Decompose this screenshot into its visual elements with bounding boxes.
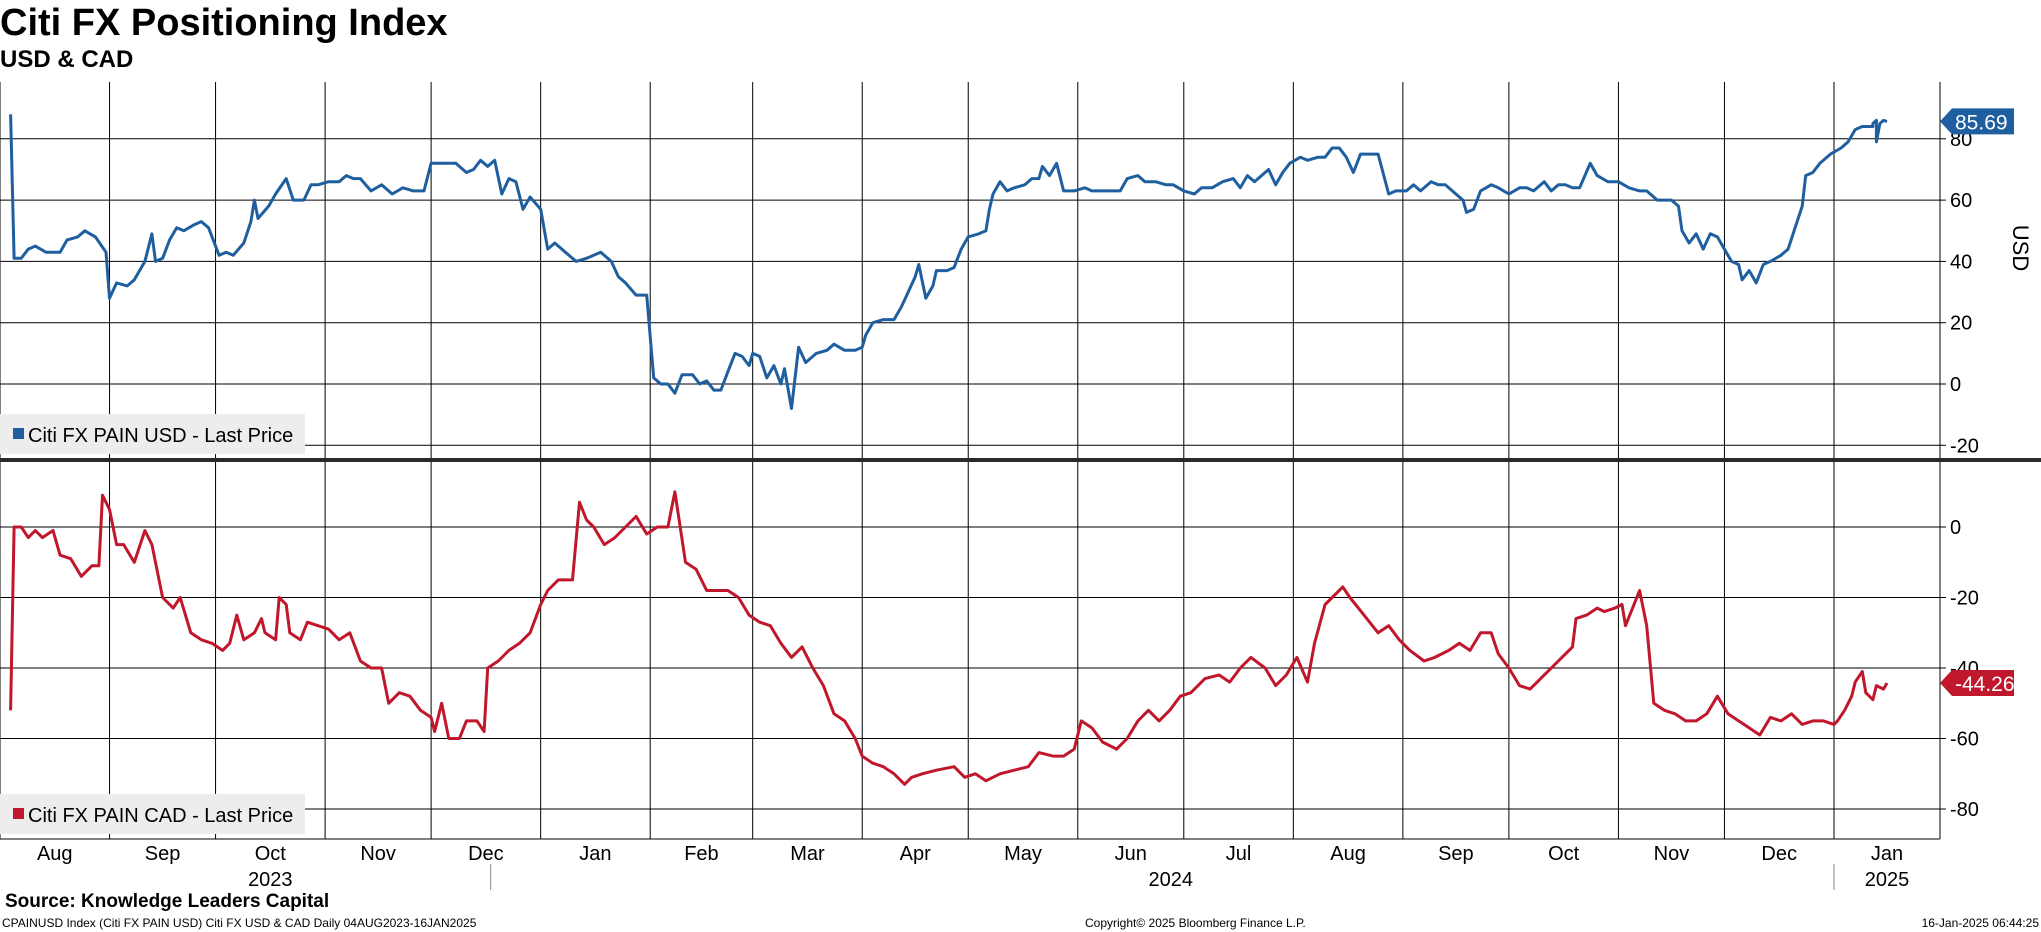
x-tick-label: Nov xyxy=(1654,843,1690,865)
legend-label: Citi FX PAIN CAD - Last Price xyxy=(28,805,293,827)
legend-background xyxy=(0,794,305,834)
cad-last-value-tag: -44.26 xyxy=(1940,670,2015,697)
ticker-line: CPAINUSD Index (Citi FX PAIN USD) Citi F… xyxy=(2,916,477,930)
y-tick-label: -80 xyxy=(1950,799,1979,821)
source-note: Source: Knowledge Leaders Capital xyxy=(5,891,330,912)
y-tick-label: -20 xyxy=(1950,435,1979,457)
y-tick-label: -60 xyxy=(1950,729,1979,751)
chart-subtitle: USD & CAD xyxy=(0,46,134,73)
x-tick-label: Sep xyxy=(1438,843,1474,865)
x-tick-label: May xyxy=(1004,843,1042,865)
x-tick-label: Jan xyxy=(579,843,611,865)
cad-legend: Citi FX PAIN CAD - Last Price xyxy=(0,794,305,834)
x-tick-label: Jan xyxy=(1871,843,1903,865)
year-label: 2024 xyxy=(1149,869,1194,891)
x-tick-label: Apr xyxy=(900,843,931,865)
x-tick-label: Jun xyxy=(1115,843,1147,865)
x-tick-label: Aug xyxy=(37,843,73,865)
y-tick-label: 60 xyxy=(1950,190,1972,212)
copyright-note: Copyright© 2025 Bloomberg Finance L.P. xyxy=(1085,916,1306,930)
chart-title: Citi FX Positioning Index xyxy=(0,2,448,44)
usd-last-value-tag: 85.69 xyxy=(1940,108,2014,135)
x-tick-label: Oct xyxy=(255,843,287,865)
last-value-label: 85.69 xyxy=(1955,111,2008,134)
year-label: 2023 xyxy=(248,869,293,891)
timestamp: 16-Jan-2025 06:44:25 xyxy=(1921,916,2039,930)
x-tick-label: Feb xyxy=(684,843,718,865)
x-tick-label: Dec xyxy=(1761,843,1797,865)
x-tick-label: Nov xyxy=(360,843,396,865)
x-axis-year-labels: 2023 2024 2025 xyxy=(248,864,1909,891)
legend-background xyxy=(0,414,305,454)
y-axis-label: USD xyxy=(2008,225,2033,271)
x-axis-month-labels: Aug Sep Oct Nov Dec Jan Feb Mar Apr May Jun Jul Aug S… xyxy=(37,843,1903,865)
y-tick-label: -20 xyxy=(1950,588,1979,610)
x-tick-label: Oct xyxy=(1548,843,1580,865)
x-tick-label: Sep xyxy=(145,843,181,865)
y-tick-label: 0 xyxy=(1950,374,1961,396)
x-tick-label: Jul xyxy=(1226,843,1252,865)
x-tick-label: Aug xyxy=(1330,843,1366,865)
y-tick-label: 20 xyxy=(1950,313,1972,335)
year-label: 2025 xyxy=(1865,869,1910,891)
usd-series-line xyxy=(9,114,1888,410)
x-tick-label: Dec xyxy=(468,843,504,865)
x-tick-label: Mar xyxy=(790,843,825,865)
last-value-badge xyxy=(1940,108,2014,135)
last-value-label: -44.26 xyxy=(1955,673,2015,696)
cad-series-line xyxy=(9,490,1889,786)
legend-label: Citi FX PAIN USD - Last Price xyxy=(28,425,293,447)
y-tick-label: 0 xyxy=(1950,517,1961,539)
y-tick-label: 40 xyxy=(1950,251,1972,273)
legend-swatch xyxy=(13,428,24,439)
last-value-badge xyxy=(1940,670,2014,697)
usd-legend: Citi FX PAIN USD - Last Price xyxy=(0,414,305,454)
legend-swatch xyxy=(13,808,24,819)
